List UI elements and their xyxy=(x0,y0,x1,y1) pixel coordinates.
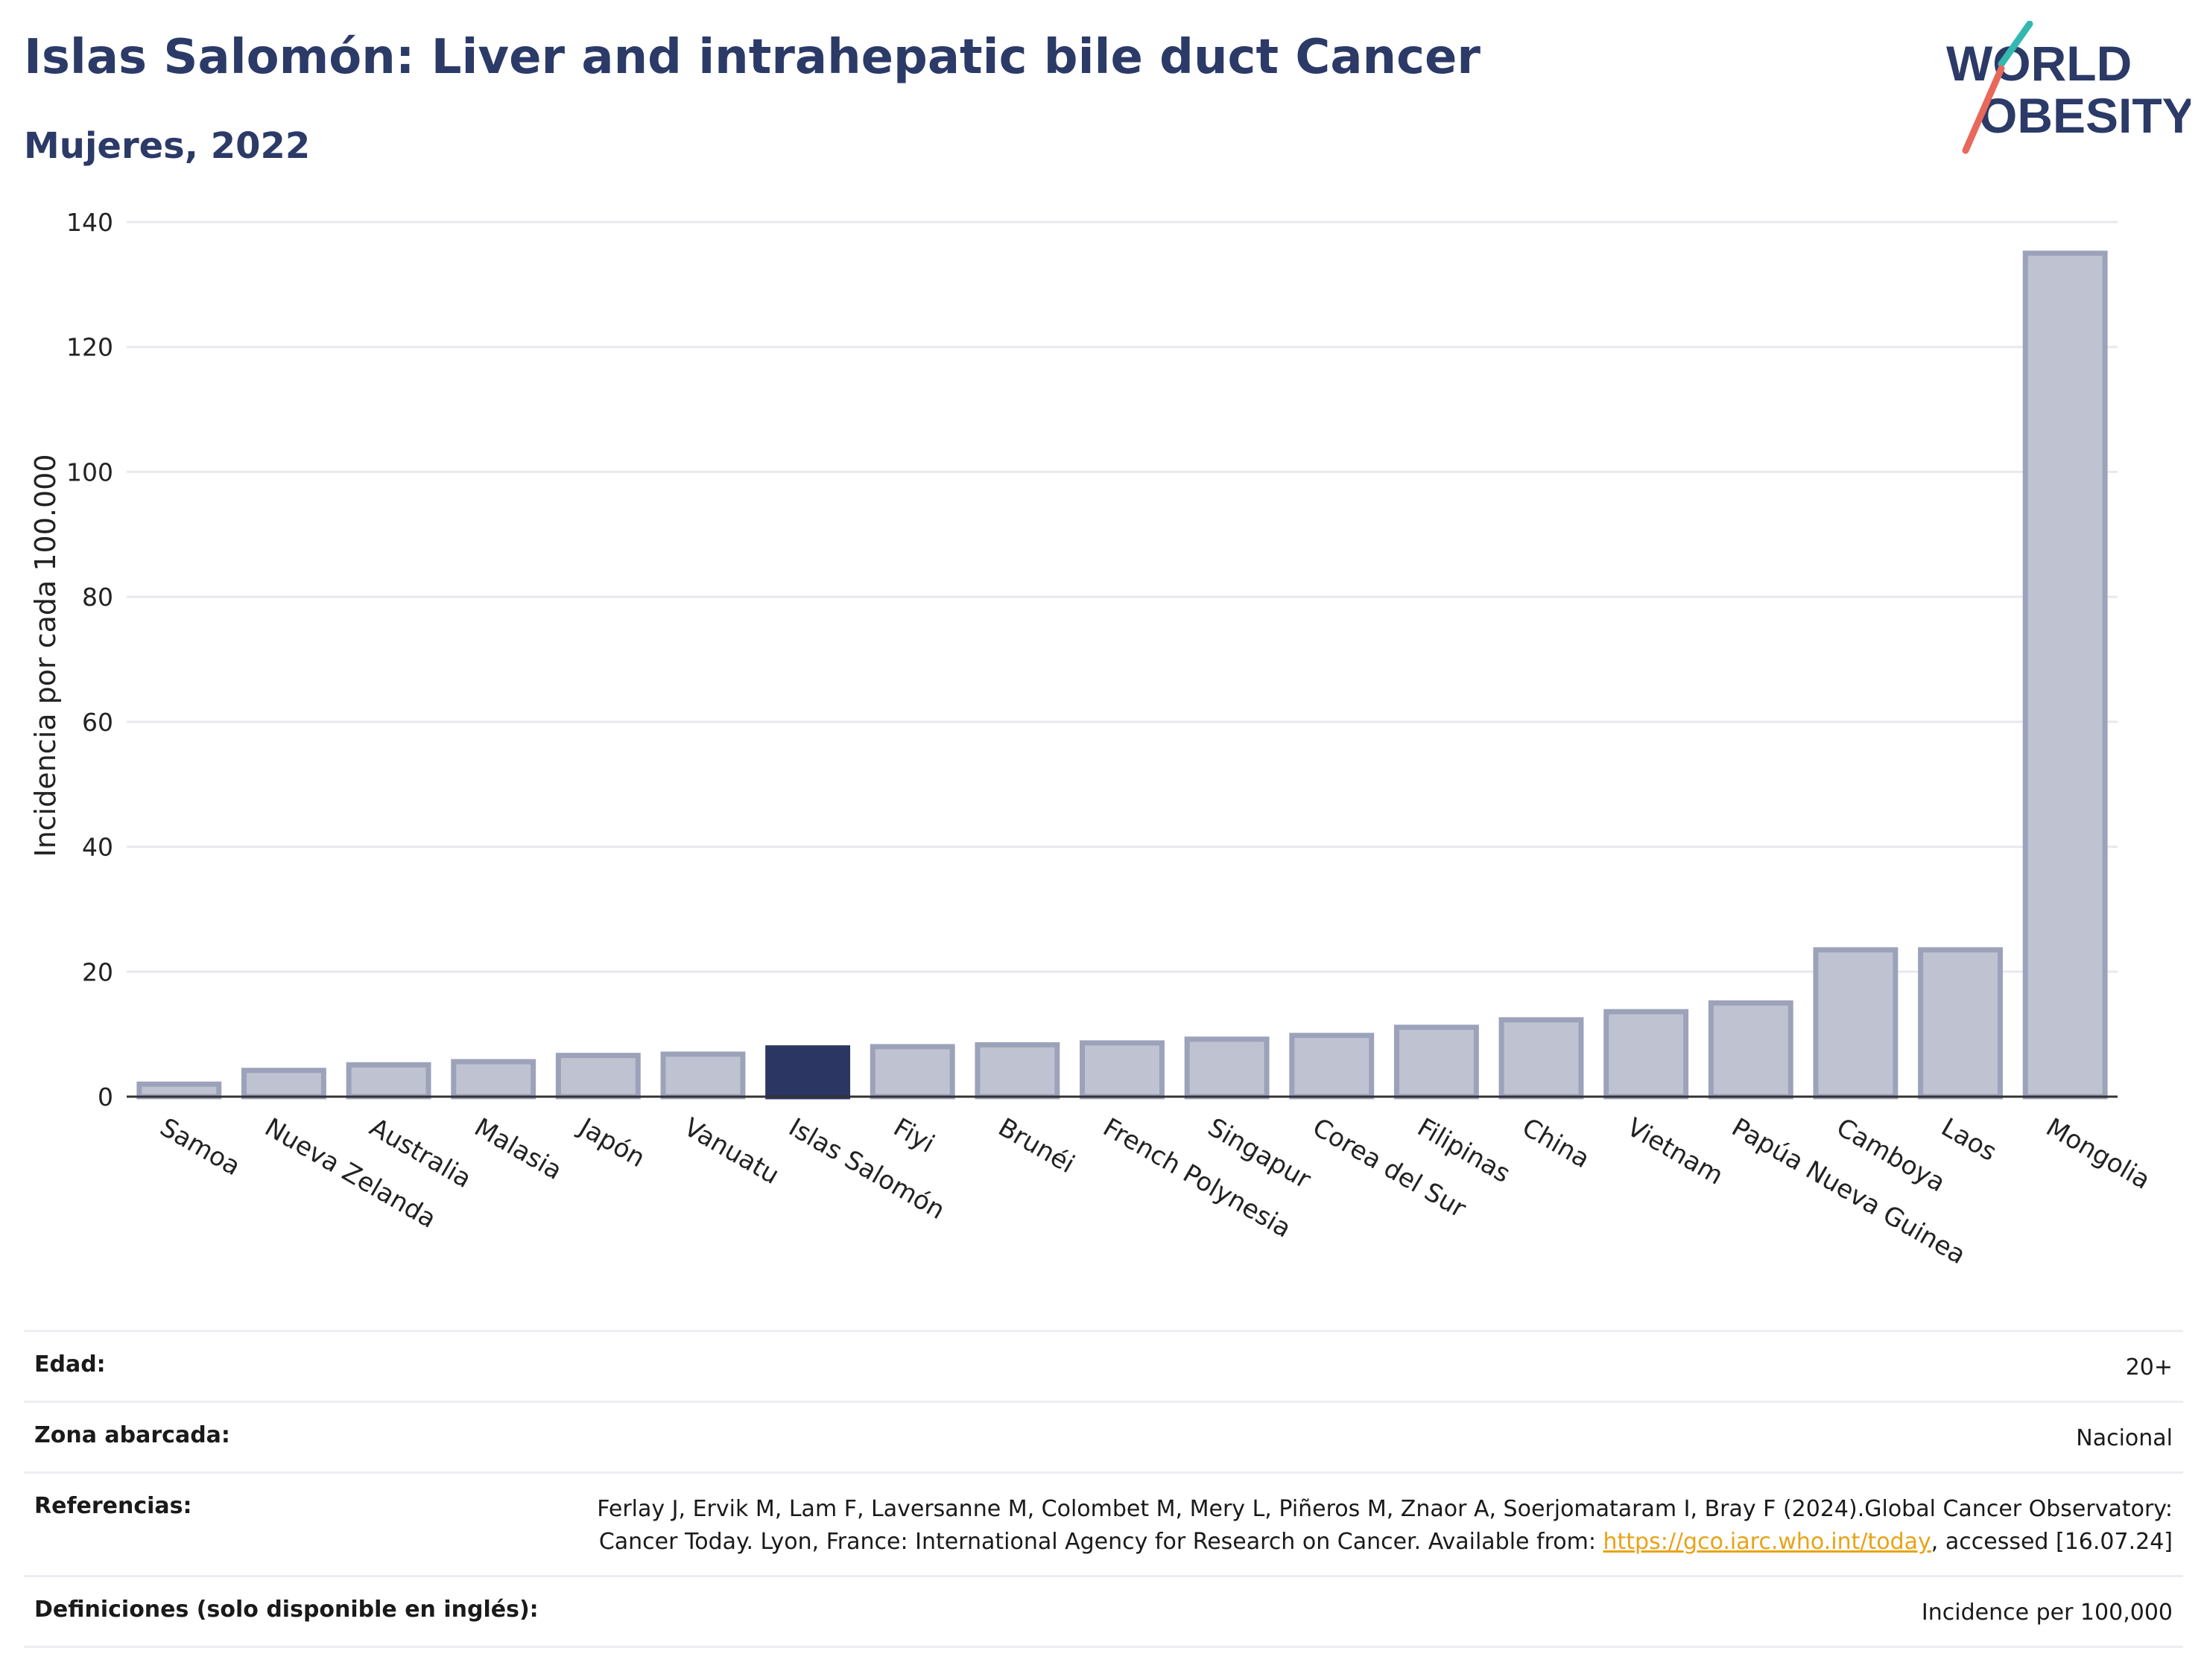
bar xyxy=(765,1045,851,1100)
x-tick-label: French Polynesia xyxy=(1098,1112,1296,1244)
logo-slash-teal xyxy=(1998,21,2033,68)
y-tick-label: 0 xyxy=(98,1083,113,1112)
bar xyxy=(241,1068,326,1100)
bar xyxy=(1498,1017,1584,1100)
bar xyxy=(1289,1033,1375,1100)
y-tick-label: 120 xyxy=(66,333,113,362)
y-tick-label: 80 xyxy=(82,583,113,612)
bar xyxy=(1813,947,1899,1100)
bar xyxy=(2022,250,2108,1100)
x-tick-label: Malasia xyxy=(469,1112,567,1186)
reference-link[interactable]: https://gco.iarc.who.int/today xyxy=(1603,1529,1931,1555)
x-tick-label: China xyxy=(1517,1112,1595,1174)
meta-key-definitions: Definiciones (solo disponible en inglés)… xyxy=(34,1597,539,1623)
x-tick-label: Japón xyxy=(573,1112,650,1173)
bars xyxy=(136,250,2108,1100)
logo-line-1: WORLD xyxy=(1946,36,2132,91)
bar xyxy=(1918,947,2003,1100)
reference-accessed: , accessed [16.07.24] xyxy=(1931,1529,2173,1555)
y-tick-label: 60 xyxy=(82,708,113,737)
x-tick-label: Samoa xyxy=(155,1112,245,1182)
meta-value-area: Nacional xyxy=(2076,1425,2173,1451)
bar xyxy=(136,1081,222,1100)
meta-value-references: Ferlay J, Ervik M, Lam F, Laversanne M, … xyxy=(533,1493,2173,1559)
bar xyxy=(660,1051,746,1100)
bar xyxy=(1603,1009,1689,1100)
chart-subtitle: Mujeres, 2022 xyxy=(24,125,311,167)
meta-key-age: Edad: xyxy=(34,1351,106,1378)
meta-value-age: 20+ xyxy=(2125,1354,2173,1381)
meta-row-definitions: Definiciones (solo disponible en inglés)… xyxy=(24,1575,2183,1648)
meta-value-definitions: Incidence per 100,000 xyxy=(1921,1600,2173,1626)
chart-title: Islas Salomón: Liver and intrahepatic bi… xyxy=(24,30,1481,85)
bar xyxy=(1393,1024,1479,1100)
y-tick-label: 20 xyxy=(82,957,113,986)
gridlines xyxy=(127,221,2118,973)
meta-row-references: Referencias: Ferlay J, Ervik M, Lam F, L… xyxy=(24,1471,2183,1575)
y-tick-label: 100 xyxy=(66,457,113,486)
reference-text: Ferlay J, Ervik M, Lam F, Laversanne M, … xyxy=(597,1496,2173,1555)
x-tick-label: Vanuatu xyxy=(679,1112,784,1191)
x-tick-label: Fiyi xyxy=(888,1112,940,1159)
bar xyxy=(555,1053,641,1100)
bar xyxy=(1184,1036,1270,1100)
x-tick-label: Mongolia xyxy=(2041,1112,2155,1196)
bar xyxy=(870,1044,955,1100)
meta-key-references: Referencias: xyxy=(34,1493,192,1519)
y-tick-labels: 0 20 40 60 80 100 120 140 xyxy=(66,208,113,1112)
logo-slash-coral xyxy=(1962,65,2005,154)
x-tick-label: Nueva Zelanda xyxy=(259,1112,441,1234)
bar-chart: 0 20 40 60 80 100 120 140 Samoa Nueva ZelandaAus… xyxy=(29,208,2156,1270)
y-tick-label: 40 xyxy=(82,833,113,862)
meta-row-age: Edad: 20+ xyxy=(24,1330,2183,1401)
bar xyxy=(1708,1000,1793,1100)
bar xyxy=(451,1059,536,1100)
x-tick-label: Vietnam xyxy=(1622,1112,1729,1191)
world-obesity-logo: WORLD OBESITY xyxy=(1946,21,2191,154)
x-tick-label: Laos xyxy=(1937,1112,2002,1167)
bar xyxy=(1080,1040,1165,1100)
bar xyxy=(975,1042,1060,1100)
y-tick-label: 140 xyxy=(66,208,113,237)
meta-row-area: Zona abarcada: Nacional xyxy=(24,1401,2183,1471)
x-tick-label: Brunéi xyxy=(993,1112,1080,1179)
metadata-table: Edad: 20+ Zona abarcada: Nacional Refere… xyxy=(24,1330,2183,1648)
bar xyxy=(346,1062,431,1100)
logo-line-2: OBESITY xyxy=(1979,88,2191,143)
y-axis-label: Incidencia por cada 100.000 xyxy=(29,454,62,857)
meta-key-area: Zona abarcada: xyxy=(34,1422,230,1448)
